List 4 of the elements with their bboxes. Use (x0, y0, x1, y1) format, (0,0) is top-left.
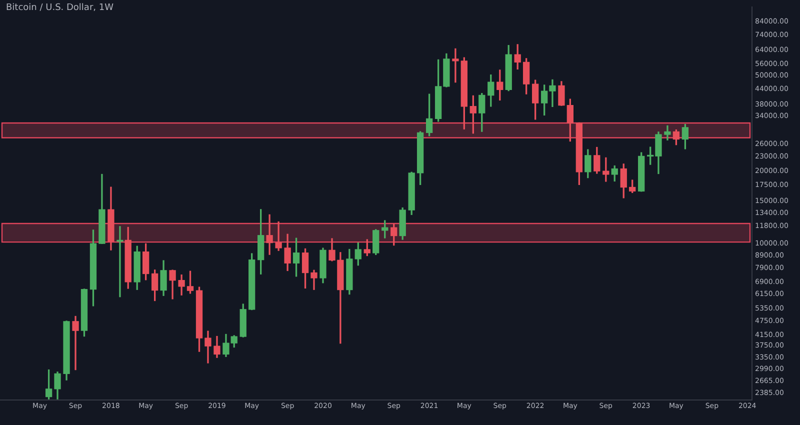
candlestick (72, 316, 79, 370)
candlestick (452, 48, 459, 83)
chart-title: Bitcoin / U.S. Dollar, 1W (6, 3, 114, 13)
candlestick (664, 125, 671, 140)
